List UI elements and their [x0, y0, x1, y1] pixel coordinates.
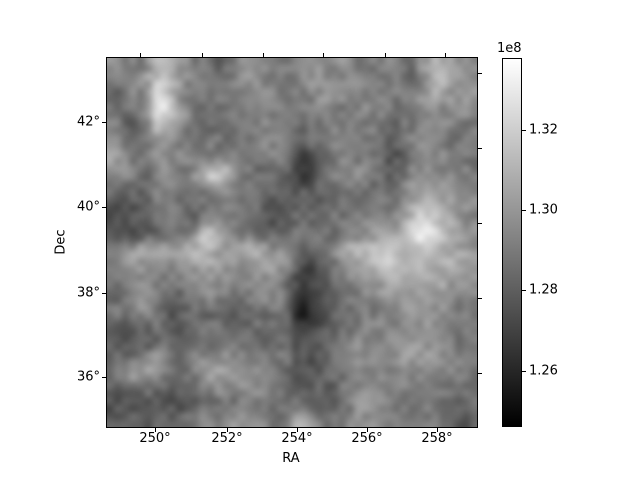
y-right-tick-mark [478, 373, 482, 374]
y-tick-label: 40° [76, 199, 100, 215]
colorbar-tick-label: 1.30 [529, 202, 558, 218]
colorbar-tick-mark [522, 371, 526, 372]
x-tick-mark [227, 428, 228, 432]
x-top-tick-mark [323, 53, 324, 57]
x-tick-label: 258° [421, 431, 453, 446]
y-right-tick-mark [478, 73, 482, 74]
x-top-tick-mark [385, 53, 386, 57]
y-right-tick-mark [478, 223, 482, 224]
y-tick-mark [102, 207, 106, 208]
y-right-tick-mark [478, 148, 482, 149]
colorbar-offset-label: 1e8 [497, 41, 522, 56]
x-top-tick-mark [202, 53, 203, 57]
x-tick-mark [155, 428, 156, 432]
x-tick-label: 250° [139, 431, 171, 446]
x-tick-mark [437, 428, 438, 432]
colorbar-tick-mark [522, 290, 526, 291]
x-tick-label: 256° [351, 431, 383, 446]
y-tick-mark [102, 122, 106, 123]
x-tick-mark [367, 428, 368, 432]
x-top-tick-mark [445, 53, 446, 57]
x-axis-label: RA [282, 451, 300, 466]
colorbar [502, 58, 522, 427]
heatmap-image [106, 57, 478, 428]
y-right-tick-mark [478, 298, 482, 299]
y-tick-mark [102, 293, 106, 294]
x-tick-label: 252° [211, 431, 243, 446]
x-top-tick-mark [263, 53, 264, 57]
colorbar-tick-mark [522, 130, 526, 131]
colorbar-tick-label: 1.26 [529, 363, 558, 379]
colorbar-tick-label: 1.32 [529, 122, 558, 138]
y-tick-label: 36° [76, 369, 100, 385]
x-tick-label: 254° [281, 431, 313, 446]
y-tick-label: 38° [76, 285, 100, 301]
x-tick-mark [297, 428, 298, 432]
colorbar-tick-label: 1.28 [529, 282, 558, 298]
colorbar-tick-mark [522, 210, 526, 211]
y-axis-label: Dec [53, 229, 69, 255]
x-top-tick-mark [140, 53, 141, 57]
y-tick-label: 42° [76, 114, 100, 130]
y-tick-mark [102, 377, 106, 378]
